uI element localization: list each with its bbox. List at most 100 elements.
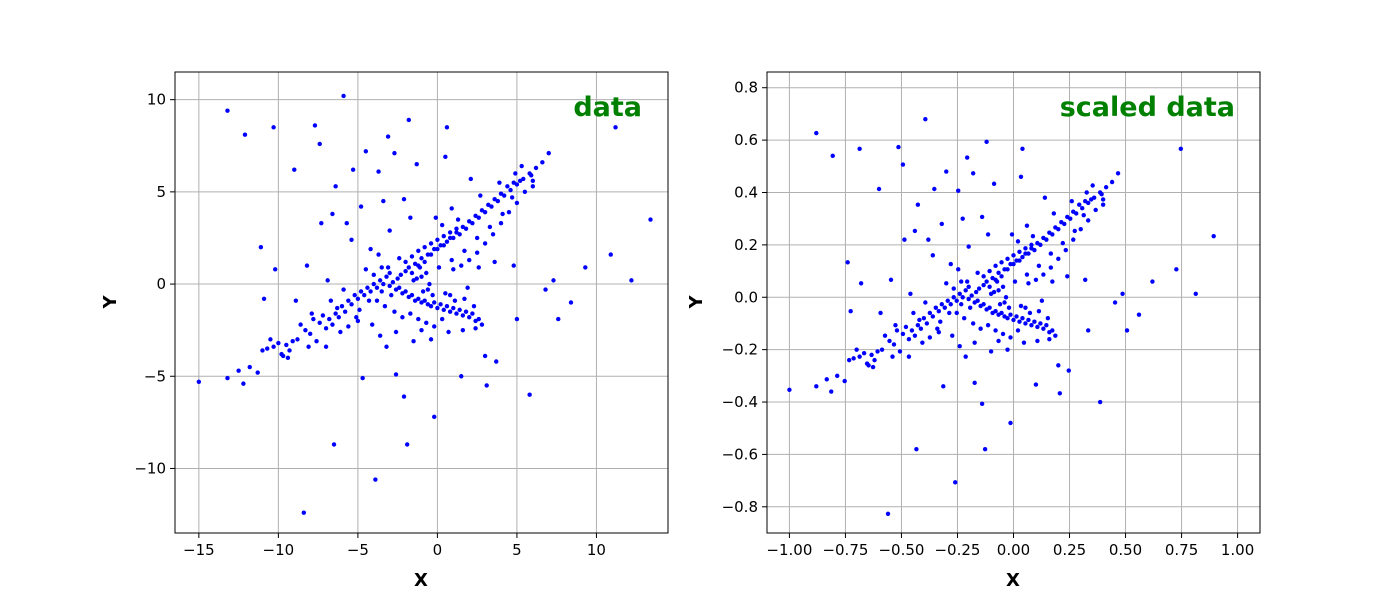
data-point xyxy=(969,293,974,298)
data-point xyxy=(948,261,953,267)
data-point xyxy=(509,195,515,200)
data-point xyxy=(897,349,903,354)
data-point xyxy=(991,289,997,295)
data-point xyxy=(551,278,556,283)
data-point xyxy=(999,260,1004,265)
data-point xyxy=(1035,324,1040,330)
data-point xyxy=(1042,195,1048,200)
data-point xyxy=(377,278,383,283)
data-point xyxy=(432,414,437,420)
data-point xyxy=(317,320,322,325)
data-point xyxy=(412,261,418,266)
data-point xyxy=(1029,242,1034,248)
data-point xyxy=(482,241,488,246)
x-tick-label: 10 xyxy=(587,541,606,559)
data-point xyxy=(451,267,456,272)
data-point xyxy=(1018,303,1024,309)
data-point xyxy=(923,300,928,305)
data-point xyxy=(875,349,880,354)
data-point xyxy=(959,302,964,307)
data-point xyxy=(358,289,364,294)
data-point xyxy=(1029,323,1034,328)
data-point xyxy=(498,221,504,226)
data-point xyxy=(320,313,326,318)
data-point xyxy=(960,216,965,221)
data-point xyxy=(416,316,421,322)
data-point xyxy=(459,263,464,268)
data-point xyxy=(447,235,453,241)
data-point xyxy=(1036,263,1042,269)
data-point xyxy=(533,165,539,171)
x-tick-label: −10 xyxy=(263,541,295,559)
data-point xyxy=(993,309,998,314)
data-point xyxy=(443,291,448,296)
data-point xyxy=(447,309,453,314)
data-point xyxy=(608,252,613,257)
data-point xyxy=(975,298,980,303)
data-point xyxy=(530,178,536,183)
data-point xyxy=(341,287,346,292)
data-point xyxy=(988,349,994,354)
data-point xyxy=(451,235,456,241)
data-point xyxy=(997,302,1003,307)
data-point xyxy=(438,243,443,248)
data-point xyxy=(424,270,429,276)
data-point xyxy=(446,329,451,335)
data-point xyxy=(1077,202,1082,207)
data-point xyxy=(964,155,970,160)
data-point xyxy=(414,276,419,281)
data-point xyxy=(403,268,408,274)
data-point xyxy=(830,153,835,159)
data-point xyxy=(996,270,1001,276)
data-point xyxy=(471,303,477,309)
data-point xyxy=(387,228,392,233)
y-tick-label: 0.8 xyxy=(734,79,758,97)
data-point xyxy=(1023,321,1028,326)
data-point xyxy=(373,477,378,482)
data-point xyxy=(384,274,389,279)
data-point xyxy=(349,302,354,307)
data-point xyxy=(915,323,921,328)
data-point xyxy=(467,219,472,224)
data-point xyxy=(271,125,276,130)
axis-ticks: −15 −10 −5 0 5 10 −10 −5 0 5 10 xyxy=(134,91,606,559)
data-point xyxy=(514,200,520,206)
data-point xyxy=(508,187,513,193)
data-point xyxy=(972,380,977,386)
data-point xyxy=(366,298,372,303)
x-tick-label: 0.50 xyxy=(1109,541,1142,559)
data-point xyxy=(342,309,348,314)
x-axis-label: X xyxy=(1006,570,1020,591)
grid xyxy=(175,72,668,533)
data-point xyxy=(923,116,928,122)
data-point xyxy=(861,350,867,356)
data-point xyxy=(864,361,870,366)
data-point xyxy=(397,256,402,261)
data-point xyxy=(441,307,446,313)
data-point xyxy=(546,150,551,156)
data-point xyxy=(993,263,998,269)
data-point xyxy=(1069,199,1074,204)
data-point xyxy=(957,291,962,296)
data-point xyxy=(1015,239,1021,244)
data-point xyxy=(1112,300,1118,305)
data-point xyxy=(293,298,299,303)
data-point xyxy=(996,338,1001,344)
data-point xyxy=(1032,319,1037,324)
data-point xyxy=(307,331,313,337)
data-point xyxy=(424,320,429,325)
data-point xyxy=(374,298,380,303)
data-point xyxy=(519,163,524,169)
data-point xyxy=(1038,321,1043,326)
data-point xyxy=(381,281,386,287)
data-point xyxy=(474,250,480,255)
data-point xyxy=(454,226,459,231)
data-point xyxy=(985,232,991,237)
data-point xyxy=(1020,254,1025,260)
data-point xyxy=(419,256,424,261)
data-point xyxy=(473,318,478,324)
data-point xyxy=(1047,230,1052,235)
data-point xyxy=(970,321,976,326)
data-point xyxy=(435,305,440,311)
data-point xyxy=(1000,284,1006,289)
